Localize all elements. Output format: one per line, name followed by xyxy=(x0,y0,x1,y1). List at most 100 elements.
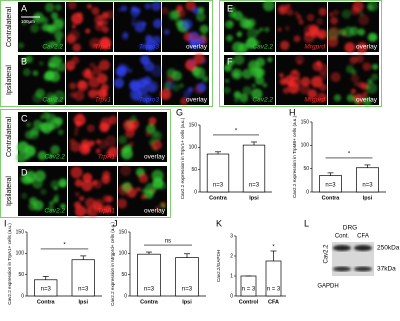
cell xyxy=(319,83,327,92)
panel-letter: A xyxy=(21,3,27,13)
cell xyxy=(197,6,205,14)
channel-label: overlay xyxy=(186,44,208,51)
cell xyxy=(318,63,330,75)
cell xyxy=(54,194,60,199)
cell xyxy=(41,17,49,24)
cell xyxy=(139,79,147,87)
bar-label: n=3 xyxy=(78,287,89,293)
y-tick-label: 1 xyxy=(230,273,233,279)
cell xyxy=(259,27,264,32)
micrograph-cells xyxy=(16,111,64,163)
cell xyxy=(130,124,138,132)
cell xyxy=(367,32,377,42)
cell xyxy=(81,179,93,192)
micrograph-cells xyxy=(118,115,162,160)
cell xyxy=(68,29,80,41)
cell xyxy=(97,73,108,84)
cell xyxy=(54,117,63,126)
bar-label: n=3 xyxy=(325,183,336,189)
error-bar xyxy=(42,276,49,280)
cell xyxy=(69,91,77,99)
side-label: Ipsilateral xyxy=(6,176,13,206)
panel-letter: E xyxy=(227,3,233,13)
cell xyxy=(24,145,35,156)
cell xyxy=(233,54,245,66)
cell xyxy=(317,29,328,40)
cell xyxy=(189,59,195,66)
cell xyxy=(317,92,328,103)
cell xyxy=(74,179,83,187)
y-tick-label: 150 xyxy=(301,119,310,125)
cell xyxy=(28,201,38,211)
cell xyxy=(202,75,209,83)
cell xyxy=(285,3,291,10)
cell xyxy=(298,19,304,25)
x-tick-label: Contra xyxy=(140,299,159,305)
cell xyxy=(92,179,98,186)
cell xyxy=(113,77,125,89)
y-tick-label: 0 xyxy=(230,293,233,299)
cell xyxy=(262,82,268,88)
cell xyxy=(71,56,80,65)
micrograph-cells xyxy=(70,166,113,217)
cell xyxy=(199,24,209,34)
cell xyxy=(179,83,184,88)
cell xyxy=(124,184,132,192)
side-label: Ipsilateral xyxy=(6,65,13,95)
cell xyxy=(145,34,153,43)
cell xyxy=(32,70,39,76)
cell xyxy=(308,24,319,35)
cell xyxy=(151,130,162,142)
micrograph-cells xyxy=(20,54,67,106)
band-size: 250kDa xyxy=(377,245,400,252)
band-name: GAPDH xyxy=(317,284,338,290)
y-tick-label: 150 xyxy=(189,122,198,128)
y-axis-label: Cav2.2 expression in TrpM8+ cells (a.u.) xyxy=(292,115,297,198)
cell xyxy=(294,11,299,16)
cell xyxy=(229,6,237,14)
panel-letter: K xyxy=(216,218,222,228)
blot-band xyxy=(333,245,351,251)
error-bar xyxy=(270,250,277,261)
cell xyxy=(86,124,95,133)
cell xyxy=(242,86,252,96)
cell xyxy=(143,95,152,104)
channel-label: Cav2.2 xyxy=(44,208,65,215)
cell xyxy=(297,60,302,65)
cell xyxy=(327,36,339,48)
cell xyxy=(354,98,359,104)
cell xyxy=(329,12,334,17)
cell xyxy=(333,9,340,16)
cell xyxy=(72,43,81,52)
cell xyxy=(357,28,365,36)
cell xyxy=(153,18,163,29)
panel-border xyxy=(219,0,382,107)
y-axis-label: Cav2.2 expression in Mrgprd+ cells (a.u.… xyxy=(110,222,115,306)
micrograph-cells xyxy=(65,56,110,101)
cell xyxy=(357,81,365,89)
cell xyxy=(54,17,65,28)
cell xyxy=(345,65,354,74)
cell xyxy=(141,194,147,200)
y-tick-label: 0 xyxy=(194,189,197,195)
cell xyxy=(42,111,50,119)
cell xyxy=(234,97,239,103)
micrograph-cells xyxy=(161,0,209,50)
cell xyxy=(116,198,128,209)
channel-label: overlay xyxy=(356,44,378,51)
cell xyxy=(100,117,112,130)
significance: * xyxy=(272,245,275,251)
cell xyxy=(151,35,162,45)
cell xyxy=(43,72,52,82)
cell xyxy=(163,82,172,90)
cell xyxy=(294,54,305,65)
y-tick-label: 0 xyxy=(124,293,127,299)
micrograph-cells xyxy=(66,0,115,52)
cell xyxy=(131,16,136,21)
error-bar xyxy=(251,141,257,146)
cell xyxy=(330,72,341,83)
tissue-label: DRG xyxy=(343,225,357,232)
cell xyxy=(193,66,206,79)
micrograph-cells xyxy=(225,0,275,53)
cell xyxy=(139,43,145,50)
